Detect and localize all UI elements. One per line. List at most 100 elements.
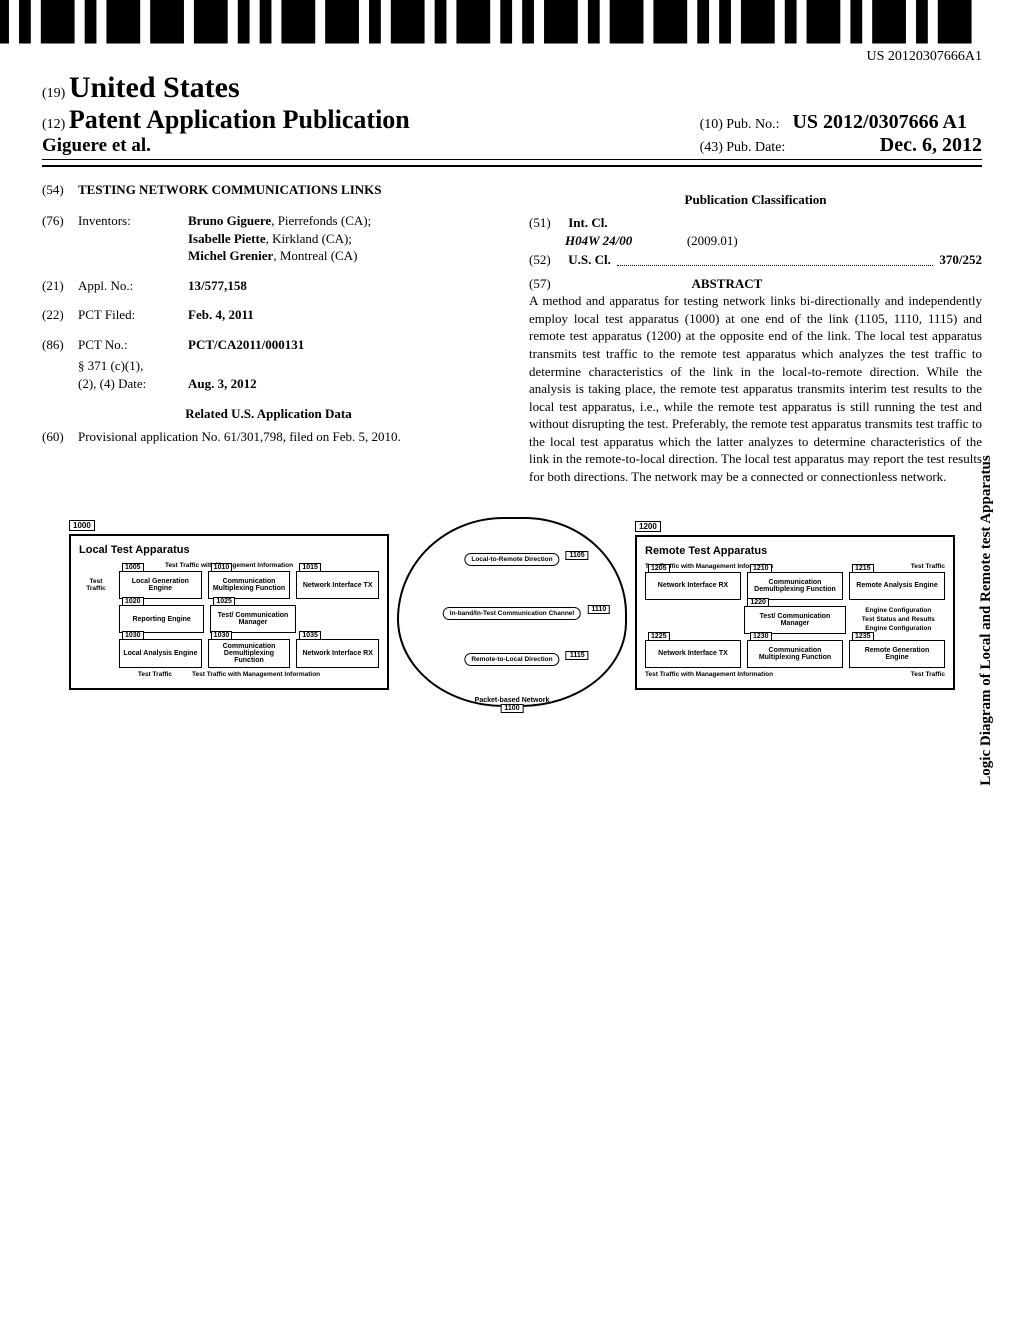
box-1015: 1015Network Interface TX	[296, 571, 379, 599]
inv1-loc: , Pierrefonds (CA);	[271, 213, 371, 228]
applno-code: (21)	[42, 277, 78, 295]
box-1215: 1215Remote Analysis Engine	[849, 572, 945, 600]
pubno-label: Pub. No.:	[726, 117, 779, 132]
abstract-head-row: (57) ABSTRACT	[529, 275, 982, 293]
abstract-code: (57)	[529, 275, 565, 293]
remote-row1: 1205Network Interface RX 1210Communicati…	[645, 572, 945, 600]
box-1230: 1230Communication Multiplexing Function	[747, 640, 843, 668]
s371-spacer	[42, 357, 78, 392]
barcode-text: US 20120307666A1	[0, 49, 982, 65]
header-left: (19) United States (12) Patent Applicati…	[42, 71, 410, 157]
box-1030: 1030Local Analysis Engine	[119, 639, 202, 668]
uscl-row: (52) U.S. Cl. 370/252	[529, 251, 982, 269]
abstract-head: ABSTRACT	[692, 276, 763, 291]
box-1005: 1005Local Generation Engine	[119, 571, 202, 599]
tag-1230: 1230	[750, 632, 772, 641]
remote-tag: 1200	[635, 521, 661, 532]
figure-caption: Logic Diagram of Local and Remote test A…	[978, 456, 995, 786]
pctno-row: (86) PCT No.: PCT/CA2011/000131	[42, 336, 495, 354]
tag-1100: 1100	[500, 704, 523, 713]
inventors-value: Bruno Giguere, Pierrefonds (CA); Isabell…	[188, 212, 495, 265]
pctno-value: PCT/CA2011/000131	[188, 337, 304, 352]
pubdate-value: Dec. 6, 2012	[880, 134, 982, 156]
box-1025: 1025Test/ Communication Manager	[210, 605, 295, 633]
local-ttmi-bottom: Test Traffic with Management Information	[192, 671, 320, 678]
tag-1210: 1210	[750, 564, 772, 573]
pctfiled-value: Feb. 4, 2011	[188, 307, 254, 322]
txt-1025: Test/ Communication Manager	[214, 612, 291, 626]
pubdate-label: Pub. Date:	[726, 140, 785, 155]
tag-1005: 1005	[122, 563, 144, 572]
title-block: (54) TESTING NETWORK COMMUNICATIONS LINK…	[42, 181, 495, 199]
link-chan-text: In-band/In-Test Communication Channel	[450, 610, 574, 617]
local-tt-arrow: Test Traffic	[79, 578, 113, 592]
box-1220: 1220Test/ Communication Manager	[744, 606, 845, 634]
pubno-code: (10)	[700, 117, 723, 132]
pubdate-code: (43)	[700, 140, 723, 155]
intcl-code: (51)	[529, 214, 565, 232]
link-l2r-text: Local-to-Remote Direction	[471, 556, 552, 563]
tag-1225: 1225	[648, 632, 670, 641]
cloud: 1105 Local-to-Remote Direction 1110 In-b…	[397, 517, 627, 707]
intcl-row: (51) Int. Cl.	[529, 214, 982, 232]
link-r2l: 1115 Remote-to-Local Direction	[464, 653, 559, 666]
pub-code: (12)	[42, 117, 65, 132]
inventors-code: (76)	[42, 212, 78, 265]
class-head: Publication Classification	[529, 191, 982, 209]
prov-row: (60) Provisional application No. 61/301,…	[42, 428, 495, 446]
inv1: Bruno Giguere	[188, 213, 271, 228]
txt-1030b: Communication Demultiplexing Function	[212, 643, 287, 664]
barcode-graphic: ▌█▌▌█▌▌▌█▌█▌▌▌▌█▌▌█▌█▌▌▌█▌▌▌█▌▌█▌▌█▌▌█▌▌…	[0, 18, 982, 45]
local-tt-bottom: Test Traffic	[138, 671, 172, 678]
inv2: Isabelle Piette	[188, 231, 266, 246]
link-chan: 1110 In-band/In-Test Communication Chann…	[443, 607, 581, 620]
applno-row: (21) Appl. No.: 13/577,158	[42, 277, 495, 295]
pctfiled-label: PCT Filed:	[78, 306, 188, 324]
box-1225: 1225Network Interface TX	[645, 640, 741, 668]
local-wrap: 1000 Local Test Apparatus Test Traffic w…	[69, 534, 389, 690]
pctfiled-row: (22) PCT Filed: Feb. 4, 2011	[42, 306, 495, 324]
remote-top-labels: Test Traffic with Management Information…	[645, 563, 945, 570]
txt-1205: Network Interface RX	[658, 582, 728, 589]
tag-1235: 1235	[852, 632, 874, 641]
pubno-value: US 2012/0307666 A1	[792, 111, 966, 133]
remote-apparatus: Remote Test Apparatus Test Traffic with …	[635, 535, 955, 690]
inv3-loc: , Montreal (CA)	[273, 248, 357, 263]
intcl-value-row: H04W 24/00 (2009.01)	[565, 232, 982, 250]
remote-bottom-labels: Test Traffic with Management Information…	[645, 671, 945, 678]
authors: Giguere et al.	[42, 135, 410, 157]
txt-1010: Communication Multiplexing Function	[212, 578, 287, 592]
net-caption: Packet-based Network 1100	[475, 697, 550, 713]
inv2-loc: , Kirkland (CA);	[266, 231, 352, 246]
figure: Logic Diagram of Local and Remote test A…	[42, 517, 982, 707]
txt-1005: Local Generation Engine	[123, 578, 198, 592]
box-1035: 1035Network Interface RX	[296, 639, 379, 668]
country: United States	[69, 71, 240, 104]
uscl-dots	[617, 251, 934, 266]
pubno-line: (10) Pub. No.: US 2012/0307666 A1	[700, 111, 982, 134]
tag-1030b: 1030	[211, 631, 233, 640]
box-1235: 1235Remote Generation Engine	[849, 640, 945, 668]
box-1020: 1020Reporting Engine	[119, 605, 204, 633]
remote-tsr: Test Status and Results	[852, 616, 945, 623]
local-row3: 1030Local Analysis Engine 1030Communicat…	[79, 639, 379, 668]
s371-label2: (2), (4) Date:	[78, 376, 146, 391]
rule	[42, 165, 982, 167]
barcode-inner: ▌█▌▌█▌▌▌█▌█▌▌▌▌█▌▌█▌█▌▌▌█▌▌▌█▌▌█▌▌█▌▌█▌▌…	[0, 18, 982, 65]
tag-1020: 1020	[122, 597, 144, 606]
pctfiled-code: (22)	[42, 306, 78, 324]
pub-type: Patent Application Publication	[69, 105, 410, 134]
txt-1015: Network Interface TX	[303, 582, 373, 589]
local-title: Local Test Apparatus	[79, 544, 379, 556]
inventors-row: (76) Inventors: Bruno Giguere, Pierrefon…	[42, 212, 495, 265]
txt-1235: Remote Generation Engine	[853, 647, 941, 661]
s371-label1: § 371 (c)(1),	[78, 358, 143, 373]
txt-1030: Local Analysis Engine	[123, 650, 197, 657]
box-1010: 1010Communication Multiplexing Function	[208, 571, 291, 599]
tag-1205: 1205	[648, 564, 670, 573]
local-bottom-labels: Test Traffic Test Traffic with Managemen…	[79, 671, 379, 678]
barcode-block: ▌█▌▌█▌▌▌█▌█▌▌▌▌█▌▌█▌█▌▌▌█▌▌▌█▌▌█▌▌█▌▌█▌▌…	[42, 18, 982, 65]
txt-1035: Network Interface RX	[302, 650, 372, 657]
tag-1105: 1105	[565, 551, 588, 560]
remote-row3: 1225Network Interface TX 1230Communicati…	[645, 640, 945, 668]
